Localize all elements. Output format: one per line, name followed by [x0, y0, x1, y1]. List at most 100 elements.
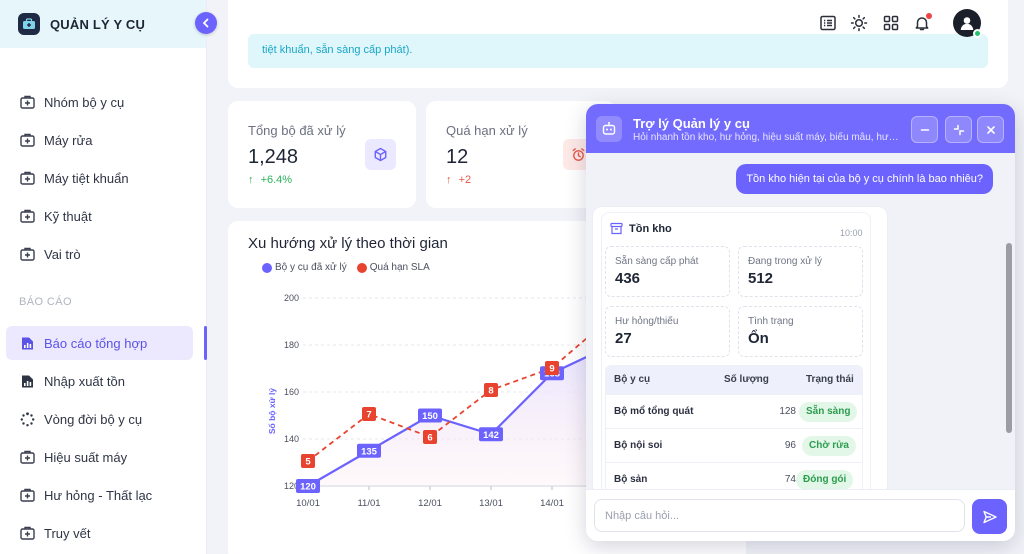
assistant-title: Trợ lý Quản lý y cụ [633, 116, 750, 131]
chevron-left-icon[interactable] [195, 12, 217, 34]
legend-label: Quá hạn SLA [369, 262, 430, 273]
plus-box-icon [19, 132, 35, 148]
status-badge: Đóng gói [796, 470, 854, 489]
mini-stat-value: 436 [615, 270, 641, 287]
legend-dot [356, 262, 367, 273]
sidebar-item-hu-hong-that-lac[interactable]: Hư hỏng - Thất lạc [6, 478, 193, 512]
chart-legend: Bộ y cụ đã xử lý Quá hạn SLA [262, 262, 430, 273]
online-status-dot [973, 29, 982, 38]
sidebar-item-label: Nhóm bộ y cụ [44, 94, 125, 110]
topbar [228, 0, 1008, 48]
inventory-title: Tồn kho [629, 222, 672, 235]
archive-box-icon [610, 222, 623, 235]
sidebar-item-hieu-suat-may[interactable]: Hiệu suất máy [6, 440, 193, 474]
plus-box-icon [19, 246, 35, 262]
table-row[interactable]: Bộ sản 74 Đóng gói [606, 462, 862, 489]
sidebar-item-nhom-bo-y-cu[interactable]: Nhóm bộ y cụ [6, 85, 193, 119]
sidebar-item-label: Máy tiệt khuẩn [44, 170, 129, 186]
sidebar-item-bao-cao-tong-hop[interactable]: Báo cáo tổng hợp [6, 326, 207, 360]
brand-header: QUẢN LÝ Y CỤ [0, 0, 217, 48]
stat-label: Tổng bộ đã xử lý [248, 123, 346, 138]
mini-stat-value: Ổn [748, 330, 769, 347]
data-point-processed [357, 443, 381, 458]
legend-item-processed[interactable]: Bộ y cụ đã xử lý [262, 262, 347, 273]
scrollbar-thumb[interactable] [1006, 243, 1012, 433]
table-header-name: Bộ y cụ [614, 374, 651, 385]
assistant-messages[interactable]: Tồn kho hiện tại của bộ y cụ chính là ba… [586, 153, 1015, 489]
data-label-overdue: 5 [305, 457, 311, 468]
arrow-up-icon: ↑ [446, 174, 452, 186]
x-tick-label: 13/01 [479, 498, 503, 509]
data-point-overdue [484, 383, 498, 397]
table-header-status: Trạng thái [806, 374, 854, 385]
table-row[interactable]: Bộ nội soi 96 Chờ rửa [606, 428, 862, 462]
table-cell-qty: 128 [779, 406, 796, 417]
send-icon[interactable] [972, 499, 1007, 534]
table-cell-qty: 96 [784, 440, 796, 451]
sidebar-section-reports: BÁO CÁO [19, 296, 72, 308]
table-header [606, 366, 862, 394]
y-tick-label: 120 [284, 481, 299, 491]
stat-card-overdue: Quá hạn xử lý 12 ↑ +2 [426, 101, 616, 208]
data-label-processed: 135 [361, 446, 378, 457]
plus-box-icon [19, 170, 35, 186]
report-chart-icon [19, 335, 35, 351]
inventory-stat-processing: Đang trong xử lý 512 [738, 246, 863, 297]
brand-name: QUẢN LÝ Y CỤ [50, 16, 146, 32]
notification-dot [926, 13, 932, 19]
data-label-overdue: 6 [427, 433, 432, 444]
plus-box-icon [19, 94, 35, 110]
x-tick-label: 14/01 [540, 498, 564, 509]
plus-box-icon [19, 449, 35, 465]
stat-label: Quá hạn xử lý [446, 123, 528, 138]
bot-message: Tồn kho 10:00 Sẵn sàng cấp phát 436 Đang… [592, 206, 888, 489]
y-tick-label: 160 [284, 387, 299, 397]
data-point-processed [296, 479, 320, 493]
close-icon[interactable] [977, 116, 1004, 143]
assistant-subtitle: Hỏi nhanh tồn kho, hư hỏng, hiệu suất má… [633, 132, 905, 143]
sidebar-item-ky-thuat[interactable]: Kỹ thuật [6, 199, 193, 233]
robot-icon [596, 116, 622, 142]
sidebar-item-may-tiet-khuan[interactable]: Máy tiệt khuẩn [6, 161, 193, 195]
user-avatar-icon[interactable] [953, 9, 982, 38]
sidebar-item-nhap-xuat-ton[interactable]: Nhập xuất tồn [6, 364, 193, 398]
collapse-window-icon[interactable] [945, 116, 972, 143]
x-tick-label: 10/01 [296, 498, 320, 509]
sidebar-item-label: Vai trò [44, 246, 81, 262]
sun-icon[interactable] [850, 14, 868, 32]
assistant-header: Trợ lý Quản lý y cụ Hỏi nhanh tồn kho, h… [586, 104, 1015, 153]
grid-apps-icon[interactable] [882, 14, 900, 32]
table-row[interactable]: Bộ mổ tổng quát 128 Sẵn sàng [606, 394, 862, 428]
list-view-icon[interactable] [819, 14, 837, 32]
minimize-icon[interactable] [911, 116, 938, 143]
x-tick-label: 12/01 [418, 498, 442, 509]
table-cell-name: Bộ mổ tổng quát [614, 406, 694, 417]
data-label-processed: 150 [422, 411, 438, 422]
sidebar-item-label: Hư hỏng - Thất lạc [44, 487, 153, 503]
sidebar-item-label: Nhập xuất tồn [44, 373, 125, 389]
inventory-stat-damaged: Hư hỏng/thiếu 27 [605, 306, 730, 357]
sidebar-item-truy-vet[interactable]: Truy vết [6, 516, 193, 550]
table-header-qty: Số lượng [724, 374, 769, 385]
data-point-overdue [423, 430, 437, 444]
table-cell-name: Bộ sản [614, 474, 648, 485]
sidebar-item-may-rua[interactable]: Máy rửa [6, 123, 193, 157]
sidebar-item-vai-tro[interactable]: Vai trò [6, 237, 193, 271]
data-label-processed: 120 [300, 482, 316, 493]
status-badge: Chờ rửa [802, 436, 856, 456]
x-tick-label: 11/01 [357, 498, 380, 509]
bell-icon[interactable] [913, 13, 932, 32]
sidebar-item-vong-doi-bo-y-cu[interactable]: Vòng đời bộ y cụ [6, 402, 193, 436]
stat-delta-value: +2 [458, 174, 472, 186]
y-tick-label: 200 [284, 293, 299, 303]
data-point-overdue [362, 407, 376, 421]
mini-stat-value: 512 [748, 270, 774, 287]
medical-kit-icon [18, 13, 40, 35]
inventory-stat-condition: Tình trạng Ổn [738, 306, 863, 357]
data-label-overdue: 7 [366, 410, 371, 421]
lifecycle-icon [19, 411, 35, 427]
legend-item-overdue[interactable]: Quá hạn SLA [356, 262, 430, 273]
stat-value: 12 [446, 146, 469, 168]
arrow-up-icon: ↑ [248, 174, 254, 186]
question-input[interactable] [594, 499, 965, 532]
